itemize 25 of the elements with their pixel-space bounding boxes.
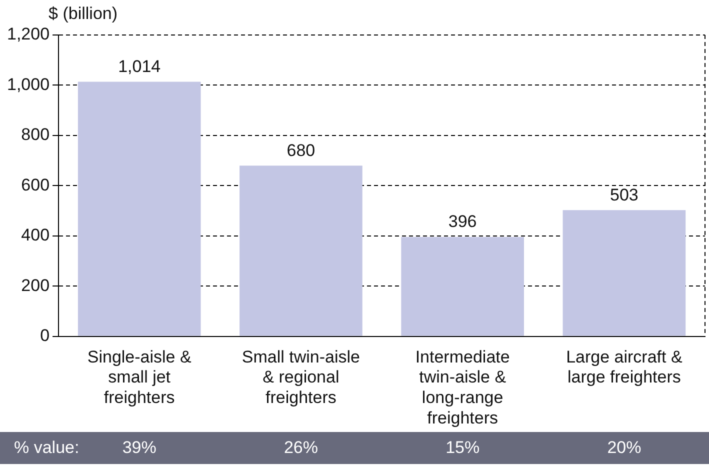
y-tick-label: 600: [21, 175, 50, 194]
x-tick-label: Single-aisle & small jet freighters: [87, 347, 192, 408]
x-tick-label: Intermediate twin-aisle & long-range freighters: [415, 347, 510, 428]
y-tick-label: 200: [21, 276, 50, 295]
text: 15%: [446, 438, 480, 458]
bar: [401, 236, 524, 336]
y-tick-label: 0: [40, 326, 50, 346]
text: % value:: [14, 438, 80, 458]
data-label: 1,014: [118, 56, 161, 76]
x-tick-label: Small twin-aisle & regional freighters: [242, 347, 360, 408]
y-tick-label: 400: [21, 226, 50, 245]
data-label: 396: [448, 212, 477, 232]
text: 39%: [122, 438, 156, 458]
data-label: 503: [610, 185, 638, 204]
bar: [78, 82, 201, 336]
text: 20%: [607, 438, 642, 458]
y-tick-label: 1,000: [6, 74, 50, 94]
y-tick-label: 1,200: [6, 24, 50, 44]
text: 26%: [284, 438, 318, 458]
x-tick-label: Large aircraft & large freighters: [566, 347, 683, 387]
y-tick-label: 800: [21, 125, 50, 144]
data-label: 680: [286, 140, 316, 160]
bar: [240, 166, 362, 336]
bar: [562, 210, 686, 336]
y-axis-title: $ (billion): [48, 4, 118, 24]
